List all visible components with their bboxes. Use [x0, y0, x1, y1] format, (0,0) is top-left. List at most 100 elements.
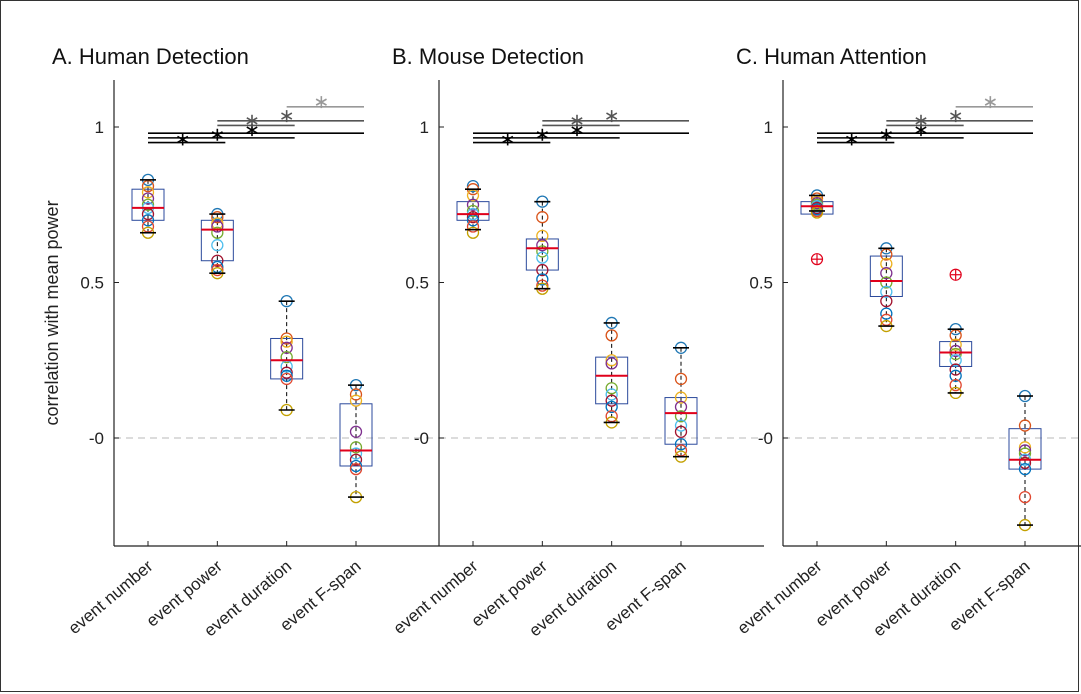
box-group [939, 322, 973, 400]
data-point [466, 211, 480, 224]
significance-star [950, 110, 962, 123]
data-point [674, 419, 688, 432]
data-point [466, 220, 480, 233]
star-stroke [281, 112, 293, 120]
data-point [466, 179, 480, 193]
data-point [536, 229, 549, 243]
data-point [349, 441, 363, 454]
significance-star [846, 133, 858, 146]
data-point [1018, 490, 1032, 504]
data-point [674, 425, 688, 438]
star-stroke [502, 135, 514, 144]
significance-star [502, 133, 514, 146]
data-point [949, 363, 962, 376]
box-rect [595, 356, 629, 405]
data-point [536, 245, 549, 258]
data-point [949, 347, 962, 361]
data-point [349, 394, 363, 407]
panel-title: B. Mouse Detection [392, 44, 584, 69]
data-point [605, 400, 618, 414]
data-point [349, 453, 363, 466]
y-tick-label: 0.5 [405, 274, 429, 293]
star-stroke [571, 126, 583, 134]
y-tick-label: -0 [758, 429, 773, 448]
data-point [674, 372, 688, 386]
x-tick-label: event number [734, 556, 826, 638]
data-point [536, 211, 549, 224]
box-group [1008, 389, 1042, 532]
significance-star [606, 110, 618, 123]
data-point [349, 462, 363, 476]
box-rect [131, 188, 165, 221]
data-point [1018, 441, 1032, 454]
data-point [280, 366, 293, 379]
panel-title: A. Human Detection [52, 44, 249, 69]
star-stroke [984, 98, 996, 106]
data-point [949, 338, 962, 351]
data-point [880, 307, 893, 320]
data-point [880, 285, 893, 298]
box-rect [200, 219, 234, 262]
data-point [1018, 462, 1032, 476]
data-point [536, 239, 549, 252]
star-stroke [246, 117, 258, 125]
box-rect [270, 337, 304, 380]
significance-star [571, 114, 583, 127]
x-tick-label: event number [390, 556, 482, 638]
data-point [280, 372, 293, 386]
star-stroke [606, 112, 618, 120]
data-point [349, 425, 363, 438]
star-stroke [571, 117, 583, 125]
data-point [674, 391, 688, 404]
data-point [949, 369, 962, 382]
data-point [466, 226, 480, 239]
star-stroke [177, 135, 189, 144]
box-group [131, 173, 165, 239]
data-point [211, 220, 224, 233]
data-point [674, 410, 688, 423]
box-group [456, 179, 490, 239]
significance-star [246, 114, 258, 127]
star-stroke [880, 131, 892, 139]
y-tick-label: 0.5 [80, 274, 104, 293]
star-stroke [536, 131, 548, 139]
data-point [211, 254, 224, 267]
box-rect [339, 403, 373, 467]
data-point [1018, 444, 1032, 457]
data-point [949, 354, 962, 367]
data-point [1018, 456, 1032, 470]
data-point [536, 279, 549, 292]
significance-star [177, 133, 189, 146]
data-point [605, 394, 618, 407]
box-group [270, 295, 304, 417]
significance-star [915, 114, 927, 127]
data-point [466, 204, 480, 218]
data-point [466, 198, 480, 211]
y-tick-label: -0 [414, 429, 429, 448]
data-point [949, 344, 962, 358]
outlier-marker [949, 268, 962, 281]
data-point [605, 354, 618, 367]
data-point [536, 273, 549, 286]
star-stroke [846, 135, 858, 144]
box-rect [525, 238, 559, 271]
box-group [664, 341, 698, 463]
box-rect [869, 255, 903, 297]
significance-star [880, 128, 892, 141]
data-point [880, 295, 893, 308]
box-group [869, 242, 903, 333]
box-group [525, 195, 559, 295]
data-point [280, 332, 293, 345]
data-point [536, 263, 549, 277]
significance-star [281, 110, 293, 123]
data-point [141, 192, 155, 205]
data-point [949, 378, 962, 392]
significance-star [315, 96, 327, 109]
outlier-marker [810, 253, 824, 266]
data-point [280, 341, 293, 354]
y-axis-label: correlation with mean power [42, 200, 62, 425]
